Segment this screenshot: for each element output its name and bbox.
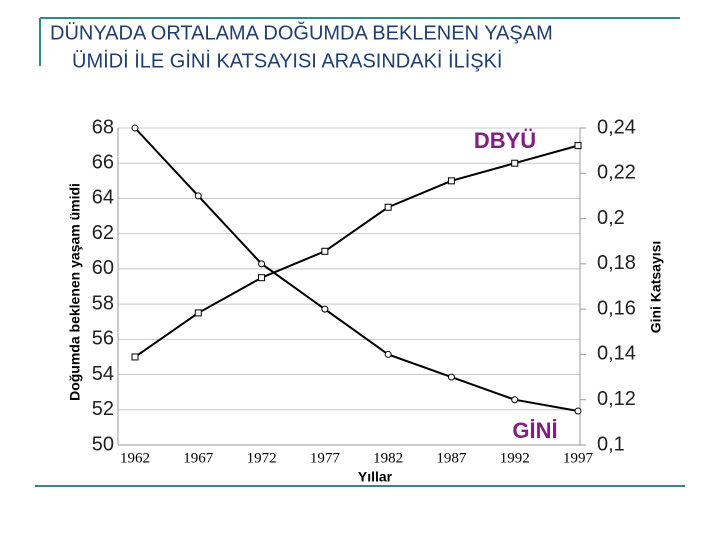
y2-axis-label: Gini Katsayısı [648, 241, 664, 334]
marker [321, 247, 329, 255]
x-tick-label: 1982 [373, 450, 403, 466]
marker [384, 350, 392, 358]
y-tick-label: 60 [92, 257, 114, 279]
marker [258, 260, 266, 268]
y2-tick-label: 0,16 [597, 297, 636, 319]
x-tick-label: 1997 [563, 450, 594, 466]
x-axis-label: Yıllar [358, 469, 393, 485]
marker [447, 373, 455, 381]
marker [511, 396, 519, 404]
series-line [134, 127, 579, 413]
marker [131, 124, 139, 132]
marker [131, 353, 139, 361]
y-tick-label: 50 [92, 433, 114, 455]
y2-tick-label: 0,2 [597, 207, 625, 229]
chart-title: DÜNYADA ORTALAMA DOĞUMDA BEKLENEN YAŞAM [50, 21, 553, 44]
y-tick-label: 52 [92, 398, 114, 420]
x-tick-label: 1972 [247, 450, 277, 466]
series-label: GİNİ [512, 418, 557, 443]
x-tick-label: 1992 [500, 450, 530, 466]
x-tick-label: 1977 [310, 450, 341, 466]
y-tick-label: 62 [92, 222, 114, 244]
y2-tick-label: 0,18 [597, 252, 636, 274]
y-tick-label: 54 [92, 363, 114, 385]
marker [321, 305, 329, 313]
y-tick-label: 58 [92, 292, 114, 314]
y2-tick-label: 0,1 [597, 433, 625, 455]
series-line [134, 144, 579, 358]
y-tick-label: 68 [92, 116, 114, 138]
x-tick-label: 1962 [120, 450, 150, 466]
y-axis-label: Doğumda beklenen yaşam ümidi [67, 183, 83, 401]
marker [574, 142, 582, 150]
marker [511, 159, 519, 167]
y2-tick-label: 0,22 [597, 162, 636, 184]
x-tick-label: 1987 [436, 450, 467, 466]
series-label: DBYÜ [474, 128, 536, 153]
marker [194, 192, 202, 200]
y-tick-label: 66 [92, 152, 114, 174]
y2-tick-label: 0,12 [597, 388, 636, 410]
chart-title: ÜMİDİ İLE GİNİ KATSAYISI ARASINDAKİ İLİŞ… [72, 49, 503, 72]
y-tick-label: 64 [92, 187, 114, 209]
marker [384, 203, 392, 211]
marker [258, 274, 266, 282]
marker [574, 407, 582, 415]
x-tick-label: 1967 [183, 450, 214, 466]
y2-tick-label: 0,14 [597, 343, 636, 365]
marker [194, 309, 202, 317]
y-tick-label: 56 [92, 328, 114, 350]
marker [447, 177, 455, 185]
y2-tick-label: 0,24 [597, 116, 636, 138]
